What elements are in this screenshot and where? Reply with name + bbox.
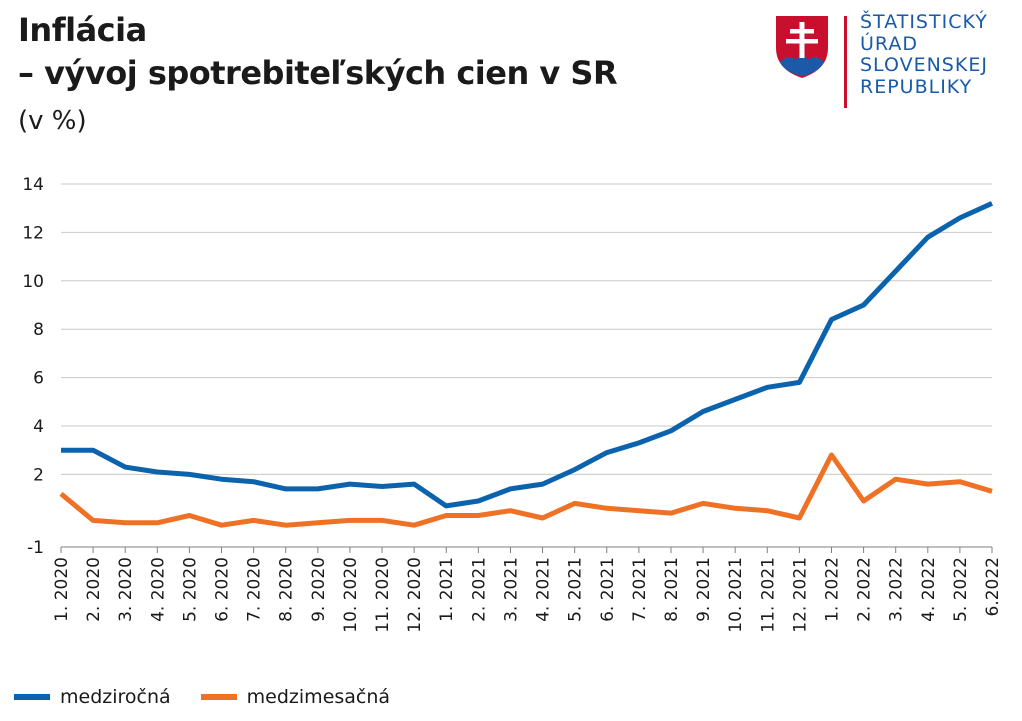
- y-tick-label: 14: [22, 175, 44, 195]
- logo-text: ŠTATISTICKÝ ÚRAD SLOVENSKEJ REPUBLIKY: [860, 11, 988, 98]
- unit-label: (v %): [18, 106, 87, 136]
- statistical-office-logo: ŠTATISTICKÝ ÚRAD SLOVENSKEJ REPUBLIKY: [774, 11, 1014, 112]
- x-tick-label: 3. 2022: [887, 557, 907, 622]
- x-tick-label: 5. 2022: [951, 557, 971, 622]
- series-line-yoy: [61, 201, 994, 509]
- y-tick-label: 10: [22, 272, 44, 292]
- series-line-mom: [59, 452, 993, 528]
- x-tick-label: 9. 2020: [309, 557, 329, 622]
- logo-line-4: REPUBLIKY: [860, 75, 973, 98]
- x-tick-label: 8. 2020: [277, 557, 297, 622]
- x-tick-label: 7. 2021: [630, 557, 650, 622]
- chart-subtitle: – vývoj spotrebiteľských cien v SR: [18, 54, 618, 92]
- x-tick-label: 2. 2022: [855, 557, 875, 622]
- x-tick-label: 11. 2021: [758, 557, 778, 633]
- chart-title: Inflácia: [18, 11, 147, 49]
- logo-divider: [844, 16, 847, 108]
- x-tick-label: 6. 2021: [598, 557, 618, 622]
- x-tick-label: 10. 2020: [341, 557, 361, 633]
- x-tick-label: 2. 2021: [469, 557, 489, 622]
- y-tick-label: 12: [22, 223, 44, 243]
- x-tick-label: 3. 2021: [501, 557, 521, 622]
- x-tick-label: 5. 2020: [180, 557, 200, 622]
- x-tick-label: 1. 2021: [437, 557, 457, 622]
- x-tick-label: 11. 2020: [373, 557, 393, 633]
- x-tick-label: 4. 2021: [534, 557, 554, 622]
- x-tick-label: 8. 2021: [662, 557, 682, 622]
- legend-swatch-yoy: [14, 694, 50, 700]
- logo-line-1: ŠTATISTICKÝ: [860, 11, 988, 33]
- x-tick-label: 4. 2022: [919, 557, 939, 622]
- logo-line-2: ÚRAD: [860, 32, 918, 55]
- y-tick-label: -1: [27, 538, 44, 558]
- x-tick-label: 6. 2020: [213, 557, 233, 622]
- legend-item-mom: medzimesačná: [200, 686, 391, 708]
- x-tick-label: 10. 2021: [726, 557, 746, 633]
- x-tick-label: 12. 2020: [405, 557, 425, 633]
- line-chart: -1 2 4 6 8 10 12 14 1. 2020 2. 2020 3. 2020 4. 2020…: [22, 175, 1003, 633]
- x-tick-label: 2. 2020: [84, 557, 104, 622]
- x-tick-label: 6.2022: [983, 557, 1003, 616]
- y-tick-label: 2: [33, 465, 44, 485]
- y-tick-label: 6: [33, 369, 44, 389]
- x-tick-label: 9. 2021: [694, 557, 714, 622]
- y-tick-label: 4: [33, 417, 44, 437]
- x-tick-label: 7. 2020: [245, 557, 265, 622]
- legend-item-yoy: medziročná: [14, 686, 171, 708]
- slovak-coat-of-arms-icon: [776, 16, 828, 78]
- x-tick-label: 5. 2021: [566, 557, 586, 622]
- logo-line-3: SLOVENSKEJ: [860, 54, 988, 76]
- legend: medziročná medzimesačná: [14, 684, 420, 710]
- x-tick-label: 1. 2020: [52, 557, 72, 622]
- x-tick-label: 12. 2021: [790, 557, 810, 633]
- legend-label-yoy: medziročná: [60, 686, 171, 708]
- x-tick-label: 3. 2020: [116, 557, 136, 622]
- legend-swatch-mom: [200, 694, 237, 700]
- y-tick-label: 8: [33, 320, 44, 340]
- legend-label-mom: medzimesačná: [246, 686, 391, 708]
- x-tick-label: 1. 2022: [822, 557, 842, 622]
- x-tick-label: 4. 2020: [148, 557, 168, 622]
